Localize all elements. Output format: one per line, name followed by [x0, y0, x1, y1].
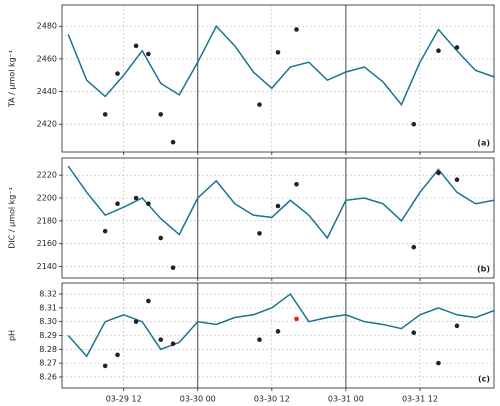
y-tick-label: 8.27	[39, 359, 57, 368]
sample-point	[170, 265, 176, 271]
sample-point	[275, 50, 281, 55]
y-tick-label: 8.31	[39, 303, 57, 312]
y-tick-label: 2220	[37, 171, 57, 180]
sample-point	[294, 27, 299, 32]
sample-point	[411, 121, 417, 127]
sample-point	[275, 329, 281, 334]
sample-point	[102, 363, 108, 369]
y-tick-label: 2480	[37, 22, 57, 31]
y-tick-label: 8.26	[39, 372, 57, 381]
sample-point	[102, 112, 108, 117]
data-line	[67, 165, 495, 240]
y-tick-label: 8.29	[39, 331, 57, 340]
sample-point	[294, 181, 299, 187]
x-tick-label: 03-30 12	[254, 395, 290, 404]
y-tick-label: 2440	[37, 87, 57, 96]
data-line	[67, 24, 495, 107]
y-tick-label: 2460	[37, 54, 57, 63]
sample-point	[146, 201, 151, 207]
sample-point	[411, 244, 417, 250]
y-tick-label: 8.30	[39, 317, 57, 326]
sample-point	[170, 139, 176, 145]
y-tick-label: 2180	[37, 216, 57, 225]
sample-point	[411, 330, 417, 336]
panel-label: (c)	[478, 375, 490, 384]
x-tick-label: 03-31 12	[402, 395, 438, 404]
sample-point	[146, 298, 151, 304]
y-tick-label: 2200	[37, 194, 57, 203]
sample-point	[436, 48, 441, 54]
x-tick-label: 03-30 00	[180, 395, 216, 404]
sample-point	[275, 203, 281, 209]
y-tick-label: 2140	[37, 262, 57, 271]
sample-point	[257, 337, 262, 342]
y-tick-label: 8.32	[39, 290, 57, 299]
sample-point	[158, 235, 164, 241]
panel-frame	[61, 157, 495, 279]
panel-frame	[61, 282, 495, 389]
sample-point	[115, 71, 120, 76]
sample-point	[436, 170, 441, 176]
sample-point	[133, 195, 139, 201]
sample-point	[294, 316, 299, 322]
panel-label: (b)	[477, 265, 490, 274]
y-axis-label: DIC / μmol kg⁻¹	[8, 187, 17, 249]
sample-point	[158, 112, 164, 117]
sample-point	[257, 102, 262, 107]
panel-label: (a)	[477, 139, 490, 148]
sample-point	[454, 45, 460, 50]
y-tick-label: 2160	[37, 239, 57, 248]
x-tick-label: 03-29 12	[106, 395, 142, 404]
y-tick-label: 8.28	[39, 345, 57, 354]
y-axis-label: TA / μmol kg⁻¹	[8, 50, 17, 108]
sample-point	[115, 352, 120, 358]
sample-point	[133, 319, 139, 324]
sample-point	[102, 228, 108, 234]
sample-point	[133, 43, 139, 49]
y-axis-label: pH	[8, 330, 17, 341]
panel-frame	[61, 4, 495, 153]
sample-point	[436, 360, 441, 366]
sample-point	[257, 231, 262, 236]
sample-point	[146, 51, 151, 57]
x-tick-label: 03-31 00	[328, 395, 364, 404]
sample-point	[158, 337, 164, 342]
sample-point	[170, 341, 176, 347]
sample-point	[454, 323, 460, 329]
sample-point	[115, 201, 120, 207]
y-tick-label: 2420	[37, 120, 57, 129]
sample-point	[454, 177, 460, 183]
data-line	[67, 292, 495, 358]
